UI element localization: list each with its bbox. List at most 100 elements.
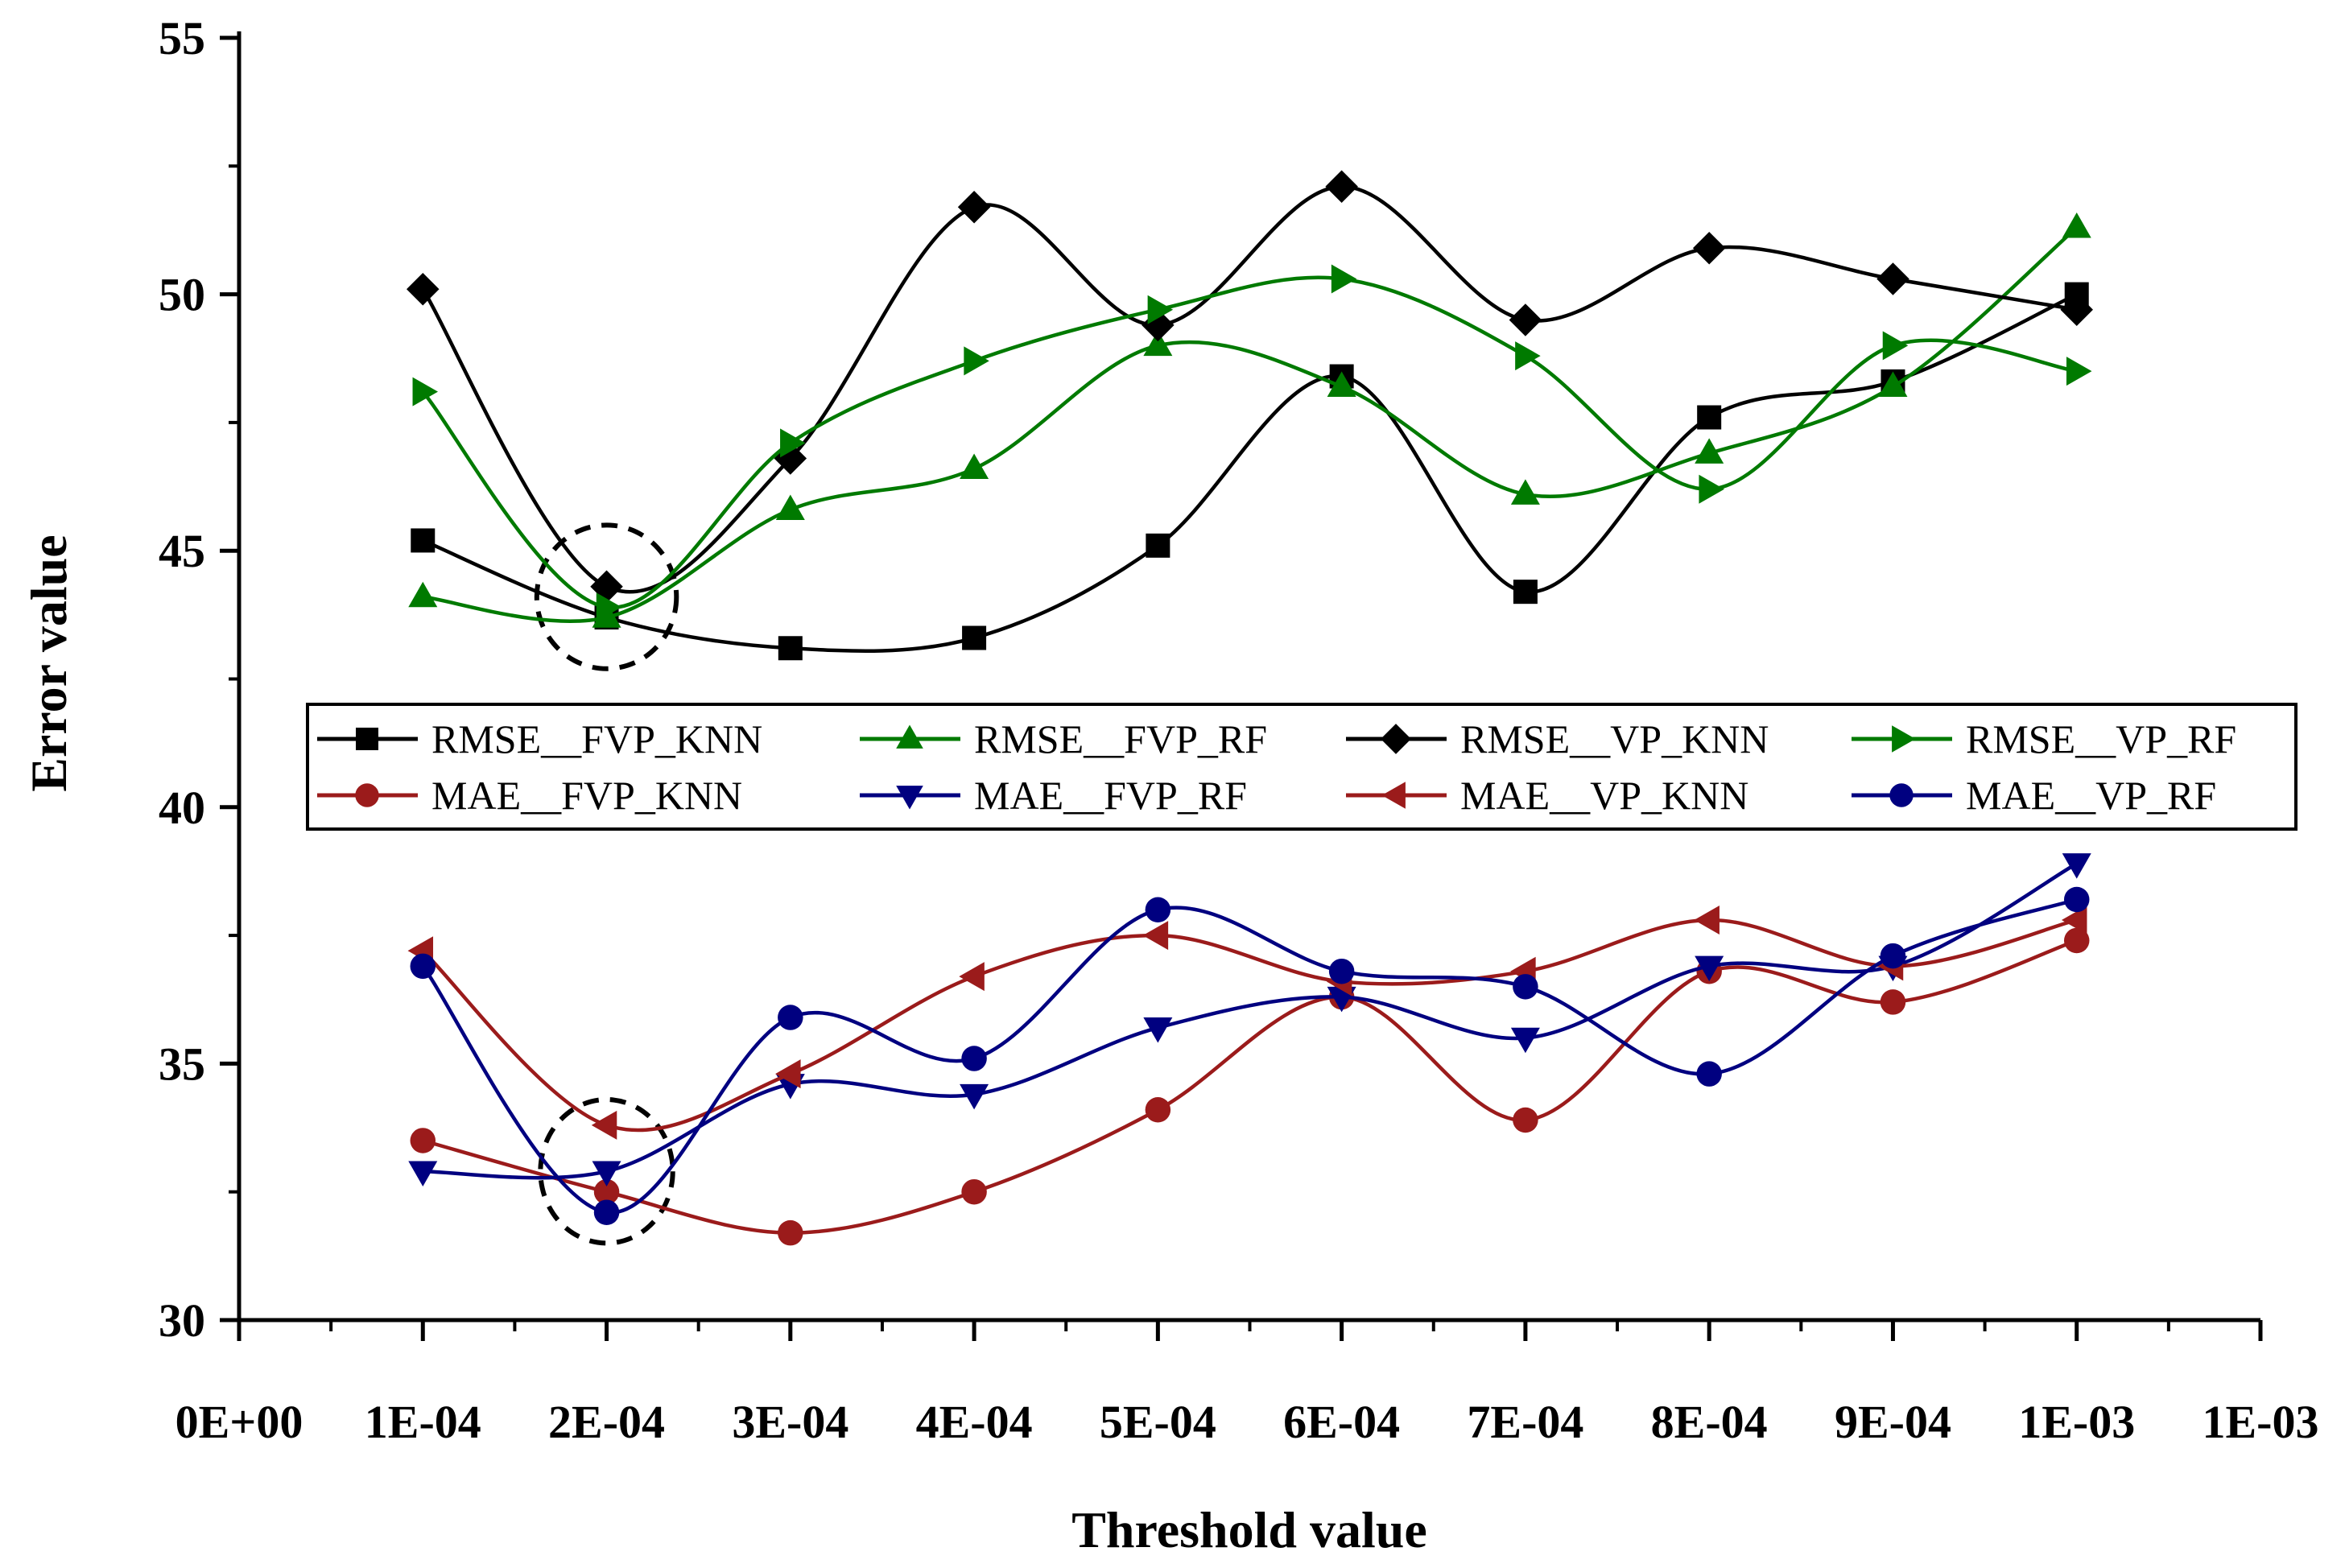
series-mae-fvp-knn xyxy=(410,927,2090,1246)
data-point xyxy=(590,570,623,604)
data-point xyxy=(1880,943,1906,969)
legend-item: RMSE__FVP_RF xyxy=(860,716,1267,761)
data-point xyxy=(960,1083,989,1110)
data-point xyxy=(1513,974,1538,1000)
annotations xyxy=(534,522,679,1246)
data-point xyxy=(1328,958,1355,984)
data-point xyxy=(1381,724,1411,754)
data-point xyxy=(896,786,923,810)
x-tick-label: 7E-04 xyxy=(1467,1396,1583,1448)
x-tick-label: 4E-04 xyxy=(916,1396,1033,1448)
legend: RMSE__FVP_KNN RMSE__FVP_RF RMSE__VP_KNN RMS… xyxy=(306,703,2298,831)
legend-label: MAE__VP_RF xyxy=(1966,773,2216,818)
x-axis-label: Threshold value xyxy=(1071,1501,1427,1558)
x-tick-label: 1E-03 xyxy=(2203,1396,2319,1448)
data-point xyxy=(1325,170,1358,204)
data-point xyxy=(964,346,989,376)
data-point xyxy=(1513,1107,1538,1133)
x-tick-label: 5E-04 xyxy=(1100,1396,1216,1448)
data-point xyxy=(775,494,805,520)
dashed-ellipse-annotation xyxy=(538,1097,675,1246)
legend-label: RMSE__VP_RF xyxy=(1966,716,2236,761)
series-line xyxy=(423,861,2078,1180)
legend-label: RMSE__VP_KNN xyxy=(1460,716,1769,761)
x-tick-label: 3E-04 xyxy=(732,1396,848,1448)
series-line xyxy=(421,275,2078,609)
y-tick-label: 40 xyxy=(159,782,205,834)
data-point xyxy=(407,272,440,306)
data-point xyxy=(1694,905,1720,935)
y-tick-label: 50 xyxy=(159,269,205,321)
data-point xyxy=(1882,331,1909,361)
series-line xyxy=(423,226,2079,624)
series-rmse-vp-knn xyxy=(407,170,2093,604)
legend-item: MAE__VP_KNN xyxy=(1346,773,1748,818)
data-point xyxy=(593,1199,620,1225)
legend-item: RMSE__VP_KNN xyxy=(1346,716,1769,761)
series-rmse-fvp-knn xyxy=(411,282,2089,661)
y-tick-label: 30 xyxy=(159,1294,205,1347)
data-point xyxy=(1509,303,1542,336)
data-point xyxy=(1143,1017,1173,1043)
data-point xyxy=(1510,1027,1540,1054)
data-point xyxy=(961,1178,987,1205)
data-point xyxy=(408,1161,438,1186)
series-line xyxy=(421,918,2078,1133)
data-point xyxy=(1695,955,1724,982)
data-point xyxy=(957,191,991,224)
legend-item: MAE__FVP_KNN xyxy=(317,773,742,818)
y-tick-label: 55 xyxy=(159,12,205,64)
data-point xyxy=(775,1059,801,1089)
data-point xyxy=(593,1178,620,1205)
data-point xyxy=(410,953,436,980)
data-point xyxy=(1513,580,1538,605)
data-point xyxy=(778,636,803,661)
data-point xyxy=(1510,479,1540,505)
series-line xyxy=(421,897,2078,1215)
data-point xyxy=(1146,533,1170,558)
series-line xyxy=(422,939,2078,1235)
data-point xyxy=(1145,1096,1171,1123)
data-point xyxy=(1692,232,1726,265)
x-tick-label: 1E-04 xyxy=(365,1396,481,1448)
data-point xyxy=(355,783,379,807)
data-point xyxy=(1381,782,1406,809)
data-point xyxy=(2061,905,2087,935)
series-lines xyxy=(407,170,2093,1246)
y-axis-label: Error value xyxy=(20,534,77,791)
x-tick-label: 1E-03 xyxy=(2018,1396,2135,1448)
series-mae-fvp-rf xyxy=(408,853,2091,1186)
data-point xyxy=(1142,921,1169,951)
data-point xyxy=(591,1110,617,1140)
data-point xyxy=(778,1005,803,1030)
x-tick-label: 0E+00 xyxy=(175,1396,303,1448)
data-point xyxy=(2062,213,2091,238)
data-point xyxy=(1147,295,1174,324)
x-tick-label: 6E-04 xyxy=(1283,1396,1400,1448)
data-point xyxy=(1143,330,1173,357)
data-point xyxy=(592,1161,621,1186)
dashed-ellipse-annotation xyxy=(534,522,679,671)
series-mae-vp-knn xyxy=(407,905,2087,1140)
legend-label: MAE__VP_KNN xyxy=(1460,773,1748,818)
data-point xyxy=(778,1219,803,1246)
x-tick-label: 2E-04 xyxy=(548,1396,665,1448)
data-point xyxy=(962,625,987,650)
data-point xyxy=(356,728,378,750)
data-point xyxy=(1331,264,1357,294)
series-rmse-fvp-rf xyxy=(408,213,2091,628)
x-tick-label: 8E-04 xyxy=(1651,1396,1768,1448)
data-point xyxy=(412,377,439,406)
data-point xyxy=(1892,725,1916,753)
data-point xyxy=(1878,371,1908,398)
data-point xyxy=(1697,405,1722,430)
series-mae-vp-rf xyxy=(410,886,2090,1225)
data-point xyxy=(1880,989,1906,1015)
data-point xyxy=(2066,357,2092,386)
series-line xyxy=(422,292,2078,653)
y-tick-label: 35 xyxy=(159,1038,205,1090)
data-point xyxy=(1889,783,1914,807)
data-point xyxy=(1876,262,1909,295)
axes: 30 35 40 45 50 55 0E+00 1E-04 2E-04 3E-04 4E-04 5E-… xyxy=(159,12,2319,1448)
